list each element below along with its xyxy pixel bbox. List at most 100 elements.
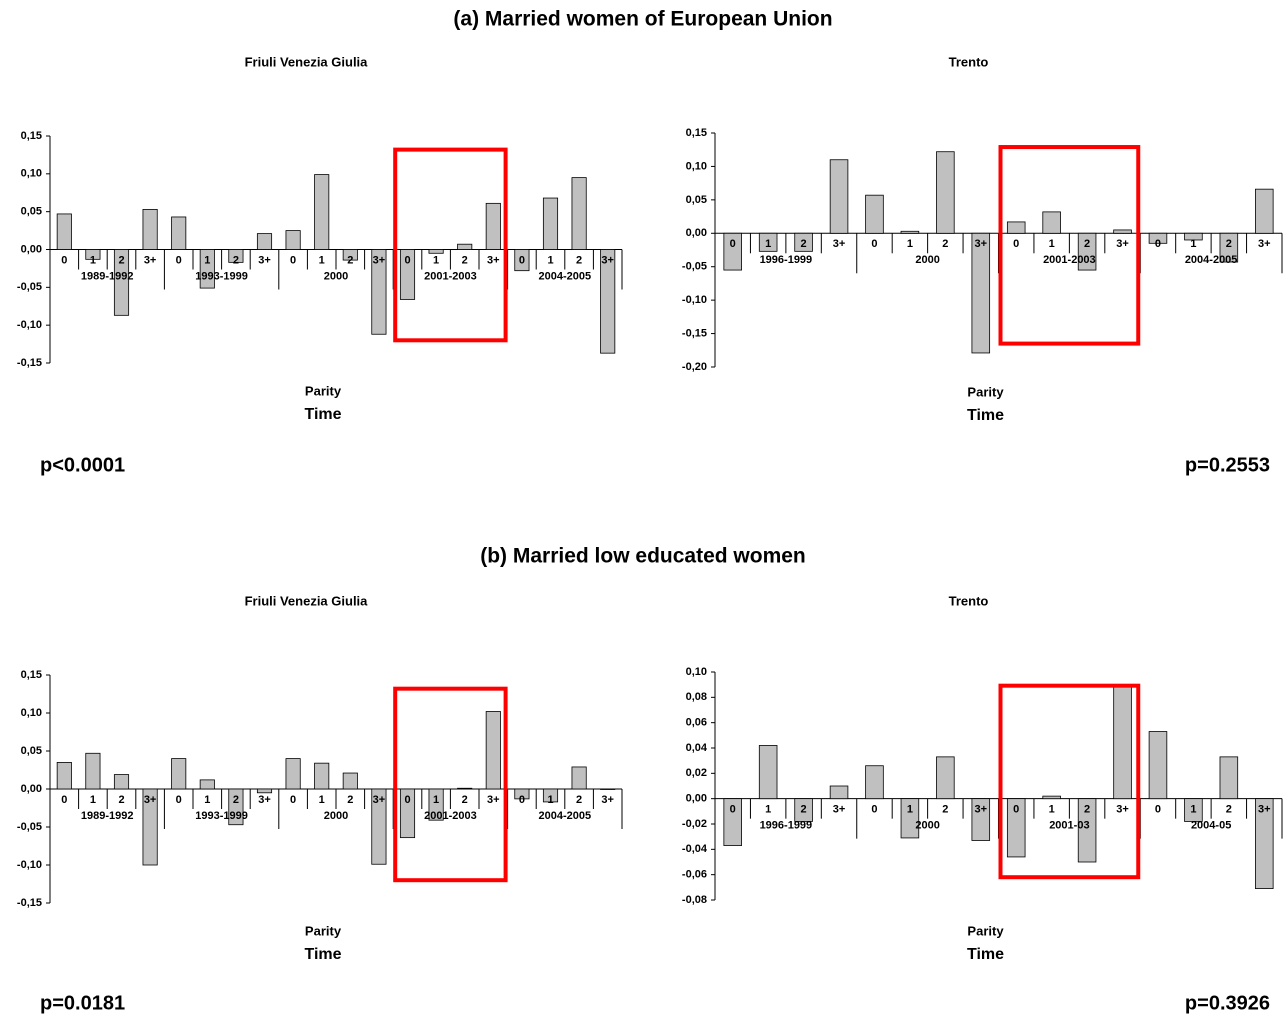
y-tick-label: -0,10 bbox=[17, 319, 42, 331]
bar bbox=[829, 159, 849, 234]
bar bbox=[1113, 229, 1132, 234]
y-tick-label: 0,10 bbox=[686, 666, 707, 678]
x-tick-label: 1 bbox=[765, 238, 771, 250]
bar bbox=[228, 788, 244, 826]
x-axis-label-2: Time bbox=[304, 406, 341, 423]
bar bbox=[514, 788, 530, 800]
section-heading: (a) Married women of European Union bbox=[453, 8, 832, 31]
x-tick-label: 1 bbox=[907, 238, 913, 250]
x-tick-label: 2 bbox=[576, 254, 582, 266]
x-tick-label: 0 bbox=[519, 254, 525, 266]
bar bbox=[1006, 798, 1026, 858]
x-tick-label: 3+ bbox=[601, 254, 614, 266]
x-tick-label: 1 bbox=[319, 794, 325, 806]
group-label: 2001-2003 bbox=[1043, 254, 1096, 266]
x-tick-label: 1 bbox=[204, 794, 210, 806]
x-tick-label: 2 bbox=[576, 794, 582, 806]
bar bbox=[285, 230, 301, 250]
y-tick-label: -0,05 bbox=[17, 821, 42, 833]
x-tick-label: 0 bbox=[1013, 804, 1019, 816]
y-tick-label: -0,20 bbox=[682, 361, 707, 373]
bar bbox=[171, 216, 187, 250]
bar bbox=[1219, 232, 1239, 263]
bar bbox=[865, 194, 884, 234]
y-tick-label: 0,05 bbox=[686, 194, 707, 206]
x-tick-label: 3+ bbox=[144, 794, 157, 806]
y-tick-label: 0,00 bbox=[686, 793, 707, 805]
group-label: 2000 bbox=[915, 820, 939, 832]
bar bbox=[600, 788, 616, 790]
y-tick-label: 0,08 bbox=[686, 691, 707, 703]
x-tick-label: 1 bbox=[1049, 238, 1055, 250]
bar bbox=[1042, 795, 1061, 800]
x-tick-label: 2 bbox=[942, 238, 948, 250]
bar bbox=[342, 772, 358, 790]
x-tick-label: 3+ bbox=[601, 794, 614, 806]
bar bbox=[1184, 798, 1203, 822]
bar bbox=[865, 765, 884, 800]
x-tick-label: 2 bbox=[1226, 238, 1232, 250]
group-label: 1996-1999 bbox=[760, 254, 813, 266]
x-tick-label: 2 bbox=[347, 794, 353, 806]
bar bbox=[428, 788, 444, 821]
x-tick-label: 0 bbox=[1155, 804, 1161, 816]
bar bbox=[56, 213, 72, 250]
y-tick-label: -0,15 bbox=[682, 327, 707, 339]
group-label: 1993-1999 bbox=[195, 270, 248, 282]
group-label: 2001-2003 bbox=[424, 810, 477, 822]
y-tick-label: 0,15 bbox=[21, 669, 42, 681]
highlight-box bbox=[393, 686, 508, 883]
chart-title: Trento bbox=[949, 54, 989, 69]
bar bbox=[723, 798, 742, 846]
x-tick-label: 0 bbox=[730, 238, 736, 250]
bar bbox=[1006, 221, 1026, 234]
group-label: 2004-2005 bbox=[538, 270, 591, 282]
bar bbox=[723, 232, 742, 271]
bar bbox=[1113, 685, 1132, 800]
y-tick-label: -0,15 bbox=[17, 357, 42, 369]
x-tick-label: 1 bbox=[1190, 804, 1196, 816]
x-axis-label-2: Time bbox=[967, 407, 1004, 424]
bar bbox=[571, 766, 587, 790]
y-tick-label: -0,06 bbox=[682, 869, 707, 881]
x-tick-label: 3+ bbox=[1116, 804, 1129, 816]
group-label: 2001-2003 bbox=[424, 270, 477, 282]
x-tick-label: 1 bbox=[765, 804, 771, 816]
bar bbox=[485, 202, 501, 250]
y-tick-label: -0,15 bbox=[17, 897, 42, 909]
y-tick-label: -0,05 bbox=[682, 261, 707, 273]
x-tick-label: 1 bbox=[907, 804, 913, 816]
p-value: p<0.0001 bbox=[40, 454, 125, 476]
bar bbox=[900, 798, 920, 839]
x-tick-label: 0 bbox=[1155, 238, 1161, 250]
x-tick-label: 2 bbox=[118, 254, 124, 266]
x-tick-label: 1 bbox=[1190, 238, 1196, 250]
bar bbox=[514, 249, 530, 272]
y-tick-label: -0,02 bbox=[682, 818, 707, 830]
x-axis-label: Parity bbox=[305, 923, 342, 938]
group-label: 1996-1999 bbox=[760, 820, 813, 832]
bar bbox=[56, 762, 72, 790]
bar bbox=[399, 249, 416, 300]
bar bbox=[457, 787, 473, 790]
bar bbox=[371, 788, 387, 865]
y-tick-label: 0,02 bbox=[686, 767, 707, 779]
bar bbox=[113, 249, 130, 316]
x-tick-label: 3+ bbox=[144, 254, 157, 266]
bar bbox=[900, 230, 920, 234]
x-tick-label: 0 bbox=[404, 794, 410, 806]
y-tick-label: 0,05 bbox=[21, 745, 42, 757]
x-tick-label: 1 bbox=[1049, 804, 1055, 816]
y-tick-label: 0,06 bbox=[686, 717, 707, 729]
y-tick-label: 0,04 bbox=[686, 742, 708, 754]
bar bbox=[1255, 188, 1274, 234]
group-label: 2004-2005 bbox=[1185, 254, 1238, 266]
bar bbox=[142, 208, 158, 250]
group-label: 2000 bbox=[324, 810, 348, 822]
x-tick-label: 1 bbox=[90, 794, 96, 806]
bar bbox=[457, 243, 473, 250]
bar bbox=[1077, 232, 1097, 271]
x-tick-label: 3+ bbox=[373, 254, 386, 266]
group-label: 1989-1992 bbox=[81, 810, 134, 822]
